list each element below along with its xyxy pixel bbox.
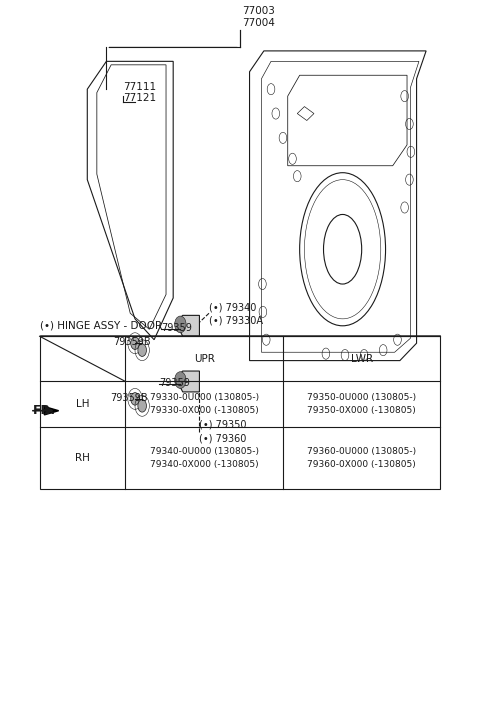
Text: LH: LH [76,399,89,409]
Circle shape [175,372,186,389]
Text: RH: RH [75,453,90,463]
Text: FR.: FR. [33,404,56,417]
Text: 79350-0U000 (130805-)
79350-0X000 (-130805): 79350-0U000 (130805-) 79350-0X000 (-1308… [307,394,416,415]
Polygon shape [44,406,59,415]
Polygon shape [176,316,199,336]
Text: 79359: 79359 [161,323,192,333]
Text: (•) 79360: (•) 79360 [199,434,247,444]
Text: 79359B: 79359B [110,393,148,404]
Text: UPR: UPR [194,354,215,364]
Text: (•) 79350: (•) 79350 [199,420,247,430]
Text: 79360-0U000 (130805-)
79360-0X000 (-130805): 79360-0U000 (130805-) 79360-0X000 (-1308… [307,447,416,469]
Polygon shape [176,371,199,392]
Text: 77111
77121: 77111 77121 [123,82,156,103]
Text: (•) 79340: (•) 79340 [209,302,256,312]
Circle shape [131,392,139,405]
Circle shape [138,399,146,412]
Text: (•) 79330A: (•) 79330A [209,315,263,325]
Text: 79330-0U000 (130805-)
79330-0X000 (-130805): 79330-0U000 (130805-) 79330-0X000 (-1308… [150,394,259,415]
Circle shape [138,344,146,356]
Text: 79359: 79359 [159,378,190,388]
Text: 79359B: 79359B [114,337,151,347]
Text: (•) HINGE ASSY - DOOR: (•) HINGE ASSY - DOOR [39,321,162,330]
Text: 79340-0U000 (130805-)
79340-0X000 (-130805): 79340-0U000 (130805-) 79340-0X000 (-1308… [150,447,259,469]
Circle shape [131,337,139,349]
Text: 77003
77004: 77003 77004 [242,6,275,28]
Circle shape [175,316,186,333]
Text: LWR: LWR [350,354,373,364]
